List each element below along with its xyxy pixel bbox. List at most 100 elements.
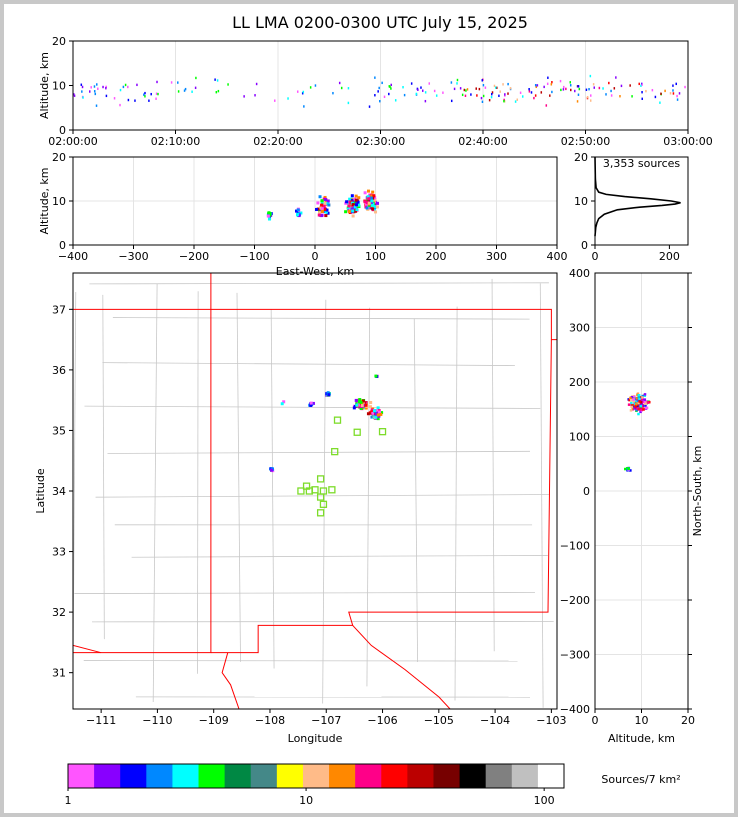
x-tick-label: −200 (179, 250, 209, 263)
source-cell (629, 409, 633, 412)
source-point (664, 89, 666, 93)
state-border (73, 273, 212, 654)
colorbar-swatch (329, 764, 356, 788)
y-tick-label: 0 (583, 485, 590, 498)
y-tick-label: −300 (560, 649, 590, 662)
source-point (560, 88, 562, 92)
lma-station-marker (316, 475, 325, 483)
lma-station-marker (319, 487, 328, 495)
source-cell (326, 391, 330, 395)
source-point (641, 97, 643, 101)
colorbar: 1 10 100 Sources/7 km² (65, 763, 681, 807)
county-border (102, 294, 105, 640)
source-cell (374, 415, 378, 419)
y-tick-label: 200 (569, 376, 590, 389)
county-border (112, 317, 530, 320)
source-cell (638, 400, 641, 403)
source-cell (355, 203, 359, 207)
source-point (378, 86, 380, 90)
source-point (605, 93, 607, 96)
source-point (184, 87, 187, 91)
y-tick-label: −200 (560, 594, 590, 607)
source-point (81, 90, 83, 93)
source-point (442, 91, 444, 94)
source-point (576, 100, 579, 103)
source-cell (324, 198, 328, 202)
source-point (669, 92, 672, 95)
county-border (95, 494, 550, 498)
colorbar-tick-label: 10 (299, 794, 313, 807)
source-point (490, 95, 493, 99)
county-border (131, 555, 548, 558)
source-point (421, 89, 424, 92)
source-cell (347, 204, 351, 208)
source-cell (372, 409, 376, 413)
source-point (577, 93, 580, 96)
source-point (309, 86, 312, 89)
source-point (301, 92, 304, 95)
source-point (480, 96, 483, 100)
plot-frame (72, 156, 558, 246)
source-point (287, 97, 289, 100)
county-border (454, 306, 458, 701)
source-point (482, 84, 485, 87)
figure-title: LL LMA 0200-0300 UTC July 15, 2025 (232, 13, 528, 32)
source-cell (364, 203, 368, 207)
source-cell (637, 401, 641, 405)
county-border (107, 450, 530, 454)
source-cell (353, 205, 357, 209)
colorbar-swatch (276, 764, 304, 788)
source-point (144, 91, 146, 95)
colorbar-label: Sources/7 km² (601, 773, 680, 786)
source-point (502, 83, 504, 86)
source-point (73, 93, 75, 96)
source-cell (355, 403, 359, 407)
altitude-northsouth-panel: 0 10 20 −400 −300 −200 −100 0 100 200 300 400 Altitu… (560, 267, 704, 745)
source-cell (323, 201, 327, 205)
colorbar-swatch (485, 764, 513, 788)
source-point (102, 85, 104, 89)
source-cell (377, 410, 381, 414)
y-tick-label: 36 (52, 364, 66, 377)
source-point (550, 83, 553, 86)
source-point (503, 98, 505, 102)
source-cell (643, 394, 647, 398)
state-border (221, 652, 240, 709)
source-cell (629, 397, 632, 400)
source-cell (367, 197, 371, 201)
plot-frame (72, 272, 558, 710)
source-cell (354, 198, 358, 202)
x-tick-label: 02:00:00 (48, 135, 97, 148)
source-point (613, 87, 616, 90)
lma-station-marker (311, 486, 319, 494)
source-cell (282, 400, 286, 404)
source-point (499, 90, 501, 93)
source-point (481, 100, 484, 103)
source-point (592, 83, 595, 86)
source-point (590, 94, 592, 97)
source-point (105, 94, 108, 98)
colorbar-swatch (224, 764, 252, 788)
source-point (155, 92, 158, 95)
source-point (672, 89, 674, 92)
source-cell (326, 201, 330, 205)
source-point (381, 81, 383, 85)
source-cell (641, 396, 644, 399)
x-tick-label: −108 (255, 714, 285, 727)
source-cell (639, 404, 643, 408)
source-cell (635, 396, 639, 400)
source-point (530, 91, 533, 94)
source-point (549, 94, 551, 97)
source-cell (350, 194, 354, 198)
source-point (672, 84, 674, 87)
time-altitude-panel: 02:00:00 02:10:00 02:20:00 02:30:00 02:40:00… (38, 35, 713, 148)
source-point (569, 84, 572, 87)
colorbar-swatch (172, 764, 200, 788)
source-cell (348, 197, 352, 201)
source-point (551, 90, 553, 94)
source-cell (639, 410, 642, 414)
county-border (74, 591, 535, 594)
source-cell (309, 401, 313, 405)
source-point (578, 87, 581, 91)
county-border (89, 282, 549, 285)
